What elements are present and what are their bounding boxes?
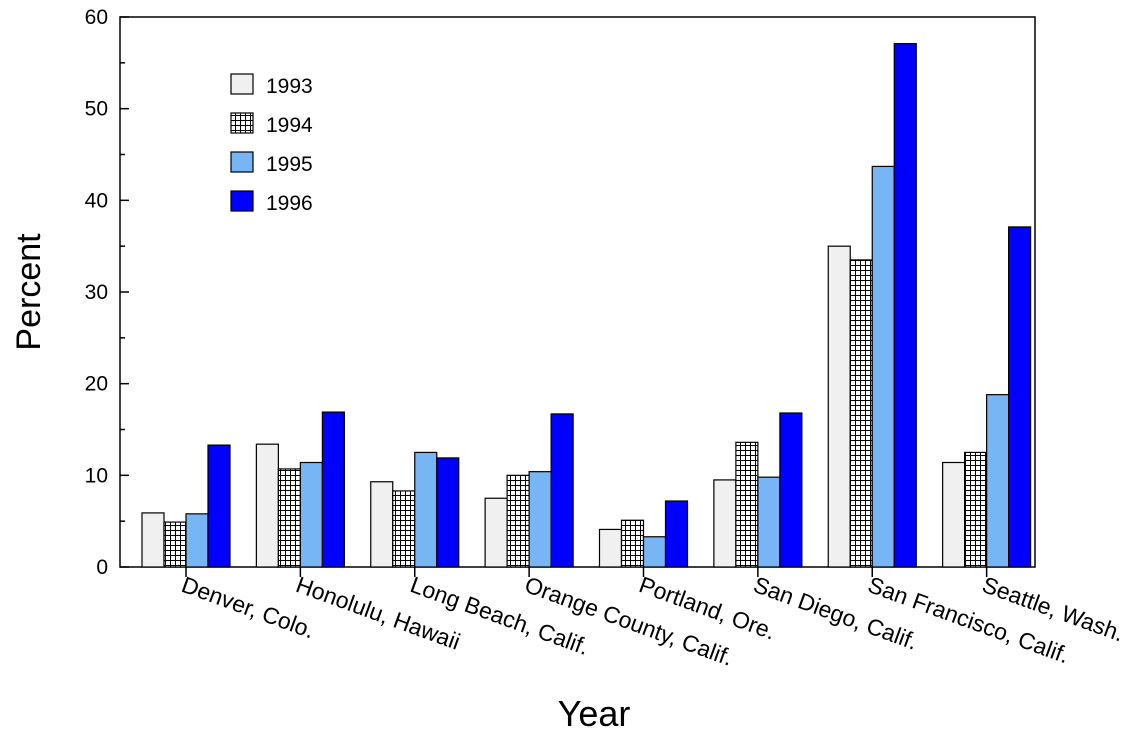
x-tick-label: San Francisco, Calif. [865, 571, 1073, 668]
bar-1995 [299, 461, 323, 568]
bar-1993 [598, 528, 623, 568]
bar-1995 [185, 513, 209, 568]
legend-label-1993: 1993 [266, 75, 313, 98]
bar-1995 [642, 536, 667, 568]
bar-1993 [141, 512, 165, 568]
bar-1995 [528, 471, 552, 568]
y-tick-label: 30 [85, 281, 108, 304]
bar-1993 [255, 443, 279, 568]
bar-1994 [506, 474, 530, 568]
legend-label-1996: 1996 [266, 192, 313, 215]
bar-1995 [986, 394, 1010, 568]
legend-swatch-1993 [230, 73, 254, 95]
bar-1994 [964, 451, 988, 568]
bar-1996 [893, 42, 917, 568]
y-tick-label: 10 [85, 464, 108, 487]
bar-1993 [484, 497, 508, 568]
legend-swatch-1994 [230, 112, 254, 134]
bar-1996 [1008, 226, 1032, 568]
legend-swatch-1996 [230, 190, 254, 212]
bar-1993 [713, 479, 737, 568]
legend-label-1995: 1995 [266, 153, 313, 176]
bar-1996 [436, 457, 460, 568]
bar-1996 [550, 413, 574, 568]
bar-1994 [735, 441, 759, 568]
bar-1996 [321, 411, 345, 568]
bar-1995 [871, 165, 895, 568]
bar-1993 [370, 481, 394, 568]
y-tick-label: 40 [85, 189, 108, 212]
x-axis-label: Year [558, 693, 631, 734]
legend-label-1994: 1994 [266, 114, 313, 137]
bar-1994 [849, 259, 873, 568]
y-tick-label: 20 [85, 373, 108, 396]
bar-1993 [942, 461, 966, 568]
bar-1996 [664, 500, 689, 568]
bar-1994 [620, 519, 645, 568]
y-tick-label: 60 [85, 6, 108, 29]
bar-1995 [757, 476, 781, 568]
y-tick-label: 0 [96, 556, 108, 579]
bar-1996 [207, 444, 231, 568]
y-tick-label: 50 [85, 98, 108, 121]
bar-1993 [827, 245, 851, 568]
bar-1994 [392, 490, 416, 568]
legend-swatch-1995 [230, 151, 254, 173]
bar-1994 [277, 468, 301, 568]
bar-1996 [779, 412, 803, 568]
bar-1994 [163, 521, 187, 568]
bar-1995 [414, 451, 438, 568]
y-axis-label: Percent [10, 233, 48, 351]
